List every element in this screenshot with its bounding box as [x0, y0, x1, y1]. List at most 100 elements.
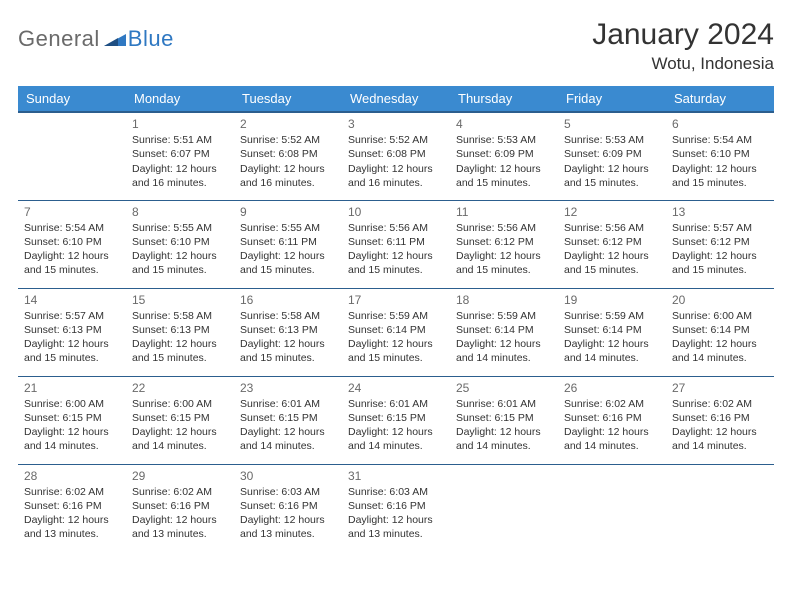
day-number: 5: [564, 116, 660, 132]
sunset-text: Sunset: 6:13 PM: [24, 323, 120, 337]
day-number: 20: [672, 292, 768, 308]
dl2-text: and 14 minutes.: [564, 439, 660, 453]
sunset-text: Sunset: 6:09 PM: [456, 147, 552, 161]
page-header: General Blue January 2024 Wotu, Indonesi…: [18, 18, 774, 74]
dl1-text: Daylight: 12 hours: [240, 162, 336, 176]
day-number: 29: [132, 468, 228, 484]
sunrise-text: Sunrise: 5:53 AM: [564, 133, 660, 147]
day-cell: 13Sunrise: 5:57 AMSunset: 6:12 PMDayligh…: [666, 200, 774, 288]
day-cell: 10Sunrise: 5:56 AMSunset: 6:11 PMDayligh…: [342, 200, 450, 288]
dl1-text: Daylight: 12 hours: [564, 249, 660, 263]
dl1-text: Daylight: 12 hours: [456, 249, 552, 263]
sunset-text: Sunset: 6:08 PM: [348, 147, 444, 161]
sunset-text: Sunset: 6:10 PM: [132, 235, 228, 249]
dl1-text: Daylight: 12 hours: [132, 337, 228, 351]
day-cell: 25Sunrise: 6:01 AMSunset: 6:15 PMDayligh…: [450, 376, 558, 464]
dl2-text: and 15 minutes.: [564, 263, 660, 277]
dl1-text: Daylight: 12 hours: [564, 337, 660, 351]
sunset-text: Sunset: 6:13 PM: [240, 323, 336, 337]
sunset-text: Sunset: 6:16 PM: [348, 499, 444, 513]
sunrise-text: Sunrise: 6:01 AM: [456, 397, 552, 411]
brand-mark-icon: [104, 28, 126, 51]
sunset-text: Sunset: 6:15 PM: [24, 411, 120, 425]
day-cell: 15Sunrise: 5:58 AMSunset: 6:13 PMDayligh…: [126, 288, 234, 376]
dl2-text: and 13 minutes.: [240, 527, 336, 541]
sunrise-text: Sunrise: 6:01 AM: [348, 397, 444, 411]
day-cell: 3Sunrise: 5:52 AMSunset: 6:08 PMDaylight…: [342, 112, 450, 200]
day-cell: 4Sunrise: 5:53 AMSunset: 6:09 PMDaylight…: [450, 112, 558, 200]
day-cell: 17Sunrise: 5:59 AMSunset: 6:14 PMDayligh…: [342, 288, 450, 376]
dl2-text: and 13 minutes.: [132, 527, 228, 541]
day-cell: 12Sunrise: 5:56 AMSunset: 6:12 PMDayligh…: [558, 200, 666, 288]
day-number: 25: [456, 380, 552, 396]
day-cell: 11Sunrise: 5:56 AMSunset: 6:12 PMDayligh…: [450, 200, 558, 288]
day-number: 16: [240, 292, 336, 308]
sunrise-text: Sunrise: 5:56 AM: [456, 221, 552, 235]
dl2-text: and 15 minutes.: [24, 351, 120, 365]
dl2-text: and 15 minutes.: [672, 263, 768, 277]
dl1-text: Daylight: 12 hours: [132, 249, 228, 263]
dl1-text: Daylight: 12 hours: [348, 249, 444, 263]
brand-general-text: General: [18, 26, 100, 52]
sunrise-text: Sunrise: 5:53 AM: [456, 133, 552, 147]
day-number: 9: [240, 204, 336, 220]
day-cell: [18, 112, 126, 200]
day-cell: [450, 464, 558, 552]
dl1-text: Daylight: 12 hours: [24, 337, 120, 351]
sunrise-text: Sunrise: 6:00 AM: [24, 397, 120, 411]
day-cell: 31Sunrise: 6:03 AMSunset: 6:16 PMDayligh…: [342, 464, 450, 552]
sunset-text: Sunset: 6:16 PM: [132, 499, 228, 513]
dl2-text: and 13 minutes.: [348, 527, 444, 541]
day-cell: 30Sunrise: 6:03 AMSunset: 6:16 PMDayligh…: [234, 464, 342, 552]
day-cell: [558, 464, 666, 552]
day-number: 24: [348, 380, 444, 396]
dl2-text: and 14 minutes.: [564, 351, 660, 365]
day-number: 23: [240, 380, 336, 396]
sunrise-text: Sunrise: 5:59 AM: [348, 309, 444, 323]
week-row: 7Sunrise: 5:54 AMSunset: 6:10 PMDaylight…: [18, 200, 774, 288]
sunset-text: Sunset: 6:15 PM: [348, 411, 444, 425]
sunset-text: Sunset: 6:15 PM: [240, 411, 336, 425]
dl1-text: Daylight: 12 hours: [564, 162, 660, 176]
sunset-text: Sunset: 6:14 PM: [564, 323, 660, 337]
dl2-text: and 14 minutes.: [672, 439, 768, 453]
sunrise-text: Sunrise: 6:03 AM: [348, 485, 444, 499]
week-row: 1Sunrise: 5:51 AMSunset: 6:07 PMDaylight…: [18, 112, 774, 200]
day-number: 30: [240, 468, 336, 484]
day-cell: 26Sunrise: 6:02 AMSunset: 6:16 PMDayligh…: [558, 376, 666, 464]
dl2-text: and 15 minutes.: [456, 176, 552, 190]
sunset-text: Sunset: 6:15 PM: [456, 411, 552, 425]
sunset-text: Sunset: 6:12 PM: [564, 235, 660, 249]
dl1-text: Daylight: 12 hours: [132, 425, 228, 439]
dl1-text: Daylight: 12 hours: [672, 425, 768, 439]
sunset-text: Sunset: 6:07 PM: [132, 147, 228, 161]
dl1-text: Daylight: 12 hours: [24, 249, 120, 263]
sunrise-text: Sunrise: 5:54 AM: [672, 133, 768, 147]
dl1-text: Daylight: 12 hours: [240, 425, 336, 439]
sunrise-text: Sunrise: 5:55 AM: [240, 221, 336, 235]
sunrise-text: Sunrise: 6:02 AM: [564, 397, 660, 411]
day-number: 4: [456, 116, 552, 132]
day-number: 28: [24, 468, 120, 484]
day-cell: 27Sunrise: 6:02 AMSunset: 6:16 PMDayligh…: [666, 376, 774, 464]
dl2-text: and 16 minutes.: [132, 176, 228, 190]
sunset-text: Sunset: 6:14 PM: [456, 323, 552, 337]
dl2-text: and 14 minutes.: [240, 439, 336, 453]
dl1-text: Daylight: 12 hours: [24, 513, 120, 527]
day-cell: 19Sunrise: 5:59 AMSunset: 6:14 PMDayligh…: [558, 288, 666, 376]
day-cell: 20Sunrise: 6:00 AMSunset: 6:14 PMDayligh…: [666, 288, 774, 376]
day-header: Friday: [558, 86, 666, 112]
sunset-text: Sunset: 6:10 PM: [672, 147, 768, 161]
day-header: Thursday: [450, 86, 558, 112]
day-number: 10: [348, 204, 444, 220]
sunrise-text: Sunrise: 5:55 AM: [132, 221, 228, 235]
dl1-text: Daylight: 12 hours: [456, 425, 552, 439]
sunrise-text: Sunrise: 5:54 AM: [24, 221, 120, 235]
day-number: 12: [564, 204, 660, 220]
sunset-text: Sunset: 6:16 PM: [24, 499, 120, 513]
sunset-text: Sunset: 6:12 PM: [456, 235, 552, 249]
dl2-text: and 13 minutes.: [24, 527, 120, 541]
day-number: 31: [348, 468, 444, 484]
day-cell: 2Sunrise: 5:52 AMSunset: 6:08 PMDaylight…: [234, 112, 342, 200]
dl2-text: and 14 minutes.: [456, 351, 552, 365]
